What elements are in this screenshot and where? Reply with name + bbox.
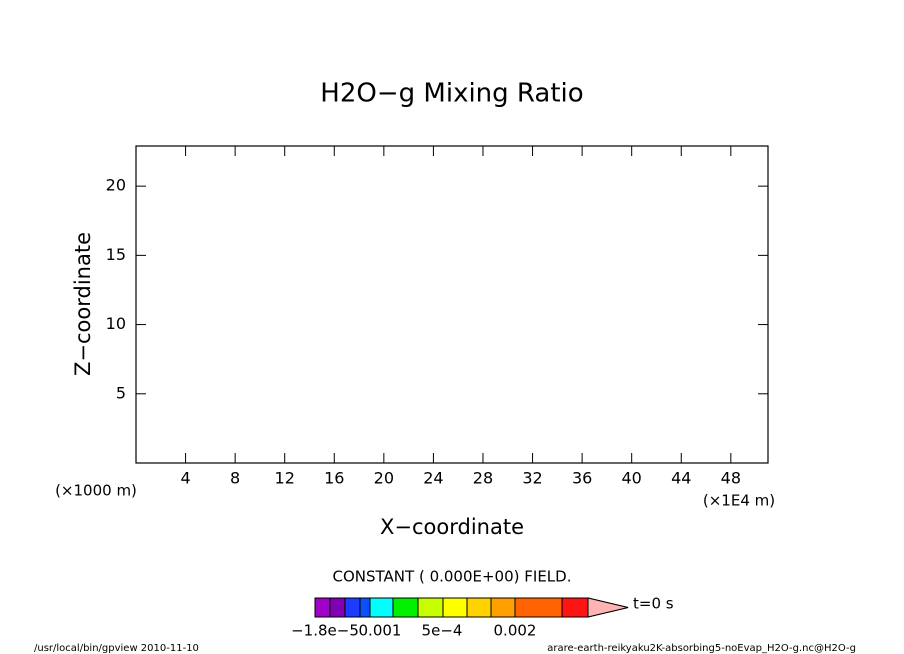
colorbar-box: [514, 597, 563, 618]
colorbar-box: [344, 597, 361, 618]
colorbar-box: [392, 597, 419, 618]
x-tick-label: 32: [522, 469, 542, 488]
colorbar-box: [442, 597, 468, 618]
colorbar-box: [359, 597, 371, 618]
x-tick-label: 8: [230, 469, 240, 488]
x-axis-label: X−coordinate: [380, 515, 524, 539]
x-tick-label: 48: [721, 469, 741, 488]
colorbar-arrow: [587, 597, 629, 618]
x-tick-label: 40: [622, 469, 642, 488]
colorbar-box: [314, 597, 331, 618]
y-tick-label: 5: [116, 383, 126, 402]
colorbar-box: [490, 597, 516, 618]
y-unit: (×1000 m): [55, 482, 137, 500]
x-tick-label: 16: [324, 469, 344, 488]
colorbar-label: 0.002: [494, 622, 537, 640]
y-tick-label: 20: [106, 176, 126, 195]
colorbar-box: [369, 597, 394, 618]
colorbar-box: [561, 597, 589, 618]
colorbar-label: 0.001: [359, 622, 402, 640]
y-axis-label: Z−coordinate: [71, 232, 95, 376]
colorbar-label: −1.8e−5: [291, 622, 359, 640]
colorbar-label: 5e−4: [422, 622, 463, 640]
y-tick-label: 15: [106, 245, 126, 264]
colorbar-box: [417, 597, 444, 618]
time-label: t=0 s: [633, 595, 674, 613]
x-tick-label: 24: [423, 469, 443, 488]
colorbar-box: [466, 597, 492, 618]
x-tick-label: 20: [374, 469, 394, 488]
x-tick-label: 44: [671, 469, 691, 488]
footer-left: /usr/local/bin/gpview 2010-11-10: [34, 643, 199, 654]
x-tick-label: 12: [275, 469, 295, 488]
x-tick-label: 28: [473, 469, 493, 488]
plot-frame: [135, 145, 769, 464]
x-tick-label: 36: [572, 469, 592, 488]
colorbar-box: [329, 597, 346, 618]
x-tick-label: 4: [180, 469, 190, 488]
chart-title: H2O−g Mixing Ratio: [320, 79, 583, 109]
y-tick-label: 10: [106, 314, 126, 333]
footer-right: arare-earth-reikyaku2K-absorbing5-noEvap…: [547, 643, 856, 654]
message: CONSTANT ( 0.000E+00) FIELD.: [333, 568, 572, 586]
x-unit: (×1E4 m): [703, 492, 775, 510]
